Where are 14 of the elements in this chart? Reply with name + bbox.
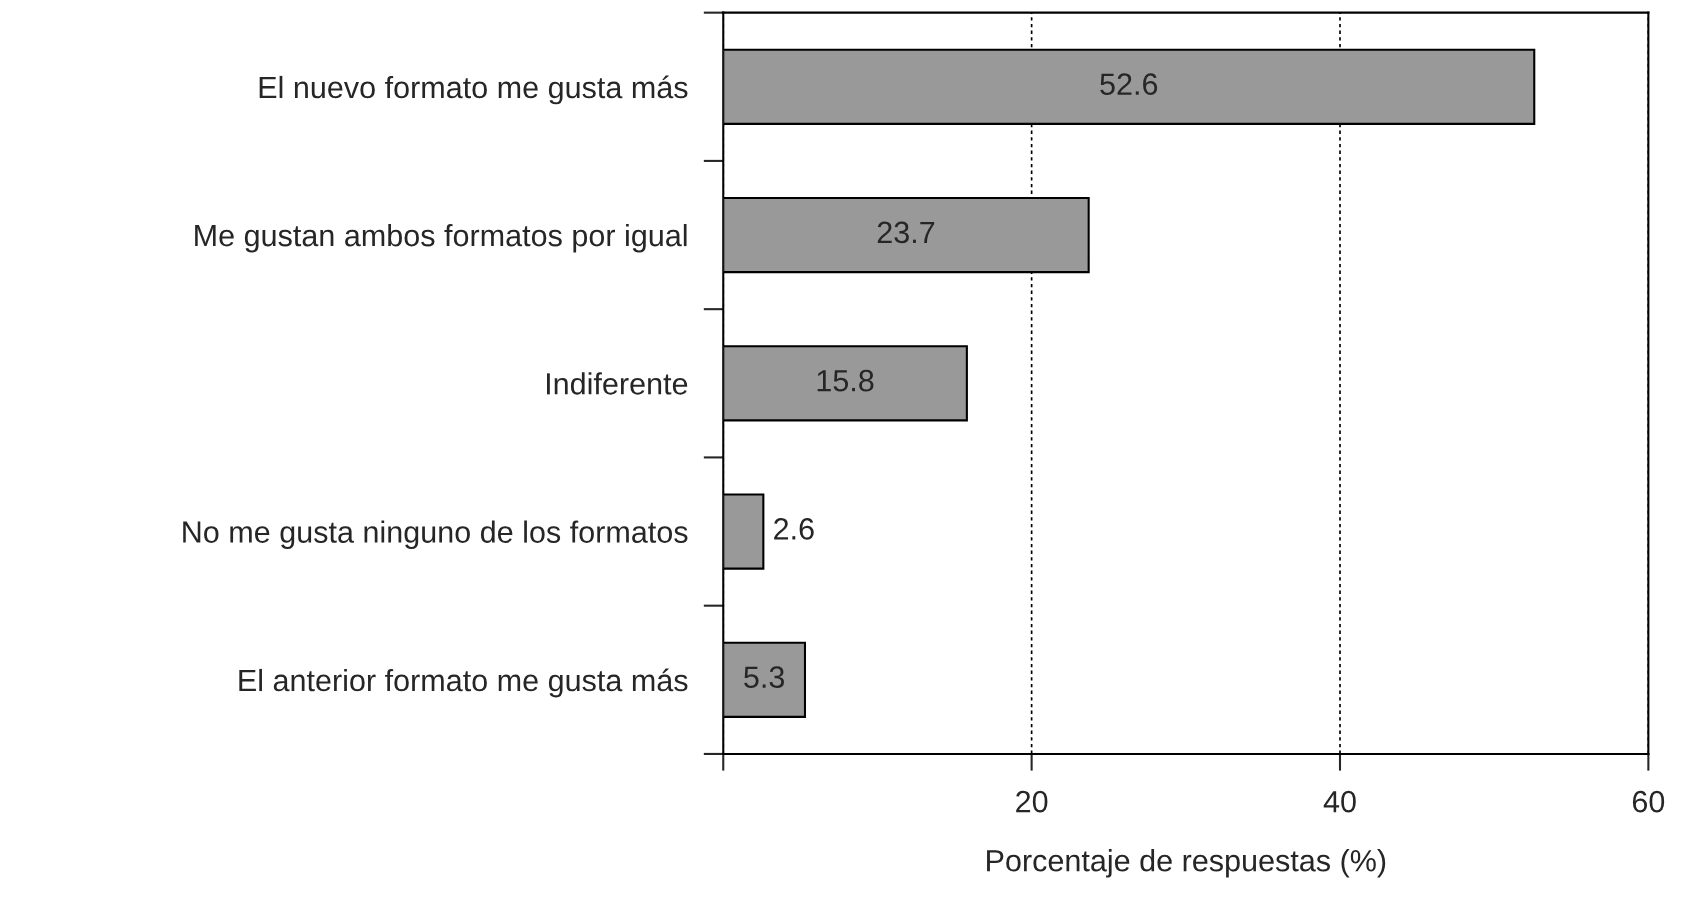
x-axis-title: Porcentaje de respuestas (%) [987,849,1386,878]
data-label: 2.6 [774,518,814,540]
x-tick-label: 60 [1632,790,1665,813]
data-label: 52.6 [1100,73,1158,95]
x-tick-label: 20 [1016,790,1048,813]
y-tick-label: Indiferente [546,372,688,395]
y-tick-label: No me gusta ninguno de los formatos [183,520,688,549]
data-label: 15.8 [817,369,874,392]
data-label: 5.3 [744,666,785,689]
data-label: 23.7 [877,221,935,244]
y-tick-label: El nuevo formato me gusta más [259,75,688,105]
y-tick-label: El anterior formato me gusta más [239,668,688,698]
y-tick-label: Me gustan ambos formatos por igual [195,223,687,253]
x-tick-label: 40 [1323,790,1356,813]
